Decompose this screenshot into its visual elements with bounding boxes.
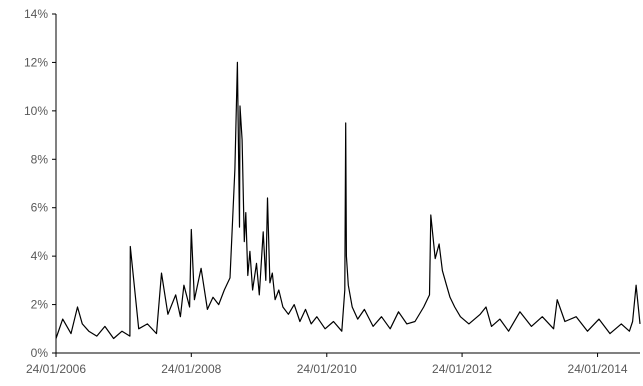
- y-tick-label: 2%: [31, 298, 49, 312]
- series-line: [55, 61, 641, 340]
- y-tick-label: 10%: [24, 104, 48, 118]
- y-tick-label: 0%: [31, 346, 49, 360]
- y-tick-label: 12%: [24, 55, 48, 69]
- y-tick-label: 6%: [31, 201, 49, 215]
- y-tick-label: 14%: [24, 7, 48, 21]
- y-axis: 0% 2% 4% 6% 8% 10% 12% 14%: [24, 7, 57, 360]
- y-tick-label: 8%: [31, 152, 49, 166]
- x-axis: 24/01/2006 24/01/2008 24/01/2010 24/01/2012…: [26, 352, 640, 376]
- x-tick-label: 24/01/2014: [568, 362, 628, 376]
- x-tick-label: 24/01/2008: [161, 362, 221, 376]
- x-tick-label: 24/01/2012: [432, 362, 492, 376]
- x-tick-label: 24/01/2010: [297, 362, 357, 376]
- y-tick-label: 4%: [31, 249, 49, 263]
- x-tick-label: 24/01/2006: [26, 362, 86, 376]
